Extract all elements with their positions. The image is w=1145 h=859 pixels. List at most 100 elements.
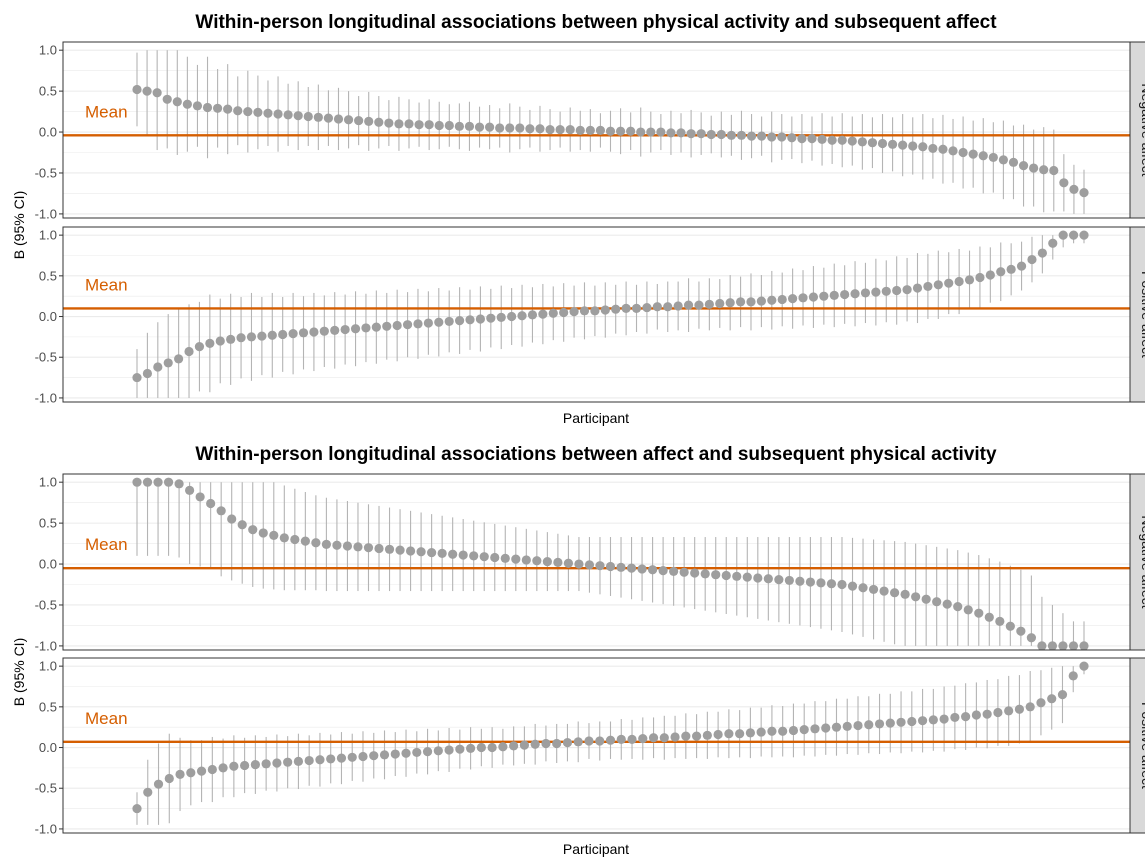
c1-negative-strip-label: Negative affect [1139, 83, 1145, 176]
estimate-point [777, 132, 787, 142]
estimate-point [912, 283, 923, 293]
estimate-point [527, 310, 538, 320]
estimate-point [658, 565, 668, 576]
estimate-point [736, 130, 747, 140]
estimate-point [511, 554, 521, 564]
chart1-title: Within-person longitudinal associations … [195, 12, 997, 33]
estimate-point [330, 325, 340, 335]
estimate-point [898, 140, 908, 150]
estimate-point [361, 323, 371, 333]
estimate-point [248, 525, 258, 535]
estimate-point [1037, 641, 1047, 651]
estimate-point [1048, 238, 1058, 248]
estimate-point [817, 134, 827, 145]
estimate-point [569, 307, 579, 317]
estimate-point [974, 608, 984, 618]
estimate-point [808, 292, 819, 302]
c1-negative-strip [1129, 41, 1145, 219]
estimate-point [354, 115, 364, 126]
estimate-point [1057, 690, 1068, 700]
estimate-point [288, 329, 298, 339]
estimate-point [721, 570, 731, 581]
estimate-point [326, 754, 336, 764]
estimate-point [246, 332, 257, 342]
estimate-point [237, 520, 247, 530]
estimate-point [233, 106, 243, 116]
estimate-point [423, 318, 433, 328]
estimate-point [666, 128, 676, 138]
estimate-point [486, 313, 496, 323]
estimate-point [184, 346, 194, 357]
estimate-point [479, 552, 489, 562]
estimate-point [437, 548, 447, 559]
estimate-point [258, 528, 268, 538]
estimate-point [996, 267, 1006, 277]
estimate-point [290, 534, 300, 545]
estimate-point [774, 575, 784, 585]
estimate-point [702, 730, 712, 740]
estimate-point [272, 758, 282, 768]
estimate-point [303, 111, 313, 122]
estimate-point [647, 565, 658, 575]
estimate-point [434, 120, 444, 131]
estimate-point [263, 108, 273, 118]
estimate-point [584, 560, 595, 570]
estimate-point [885, 718, 895, 728]
estimate-point [691, 731, 702, 741]
estimate-point [575, 125, 585, 136]
estimate-point [735, 297, 746, 307]
estimate-point [907, 716, 917, 727]
estimate-point [394, 119, 404, 129]
estimate-point [530, 739, 540, 749]
estimate-point [757, 131, 767, 141]
estimate-point [683, 300, 694, 310]
estimate-point [1068, 230, 1079, 240]
estimate-point [961, 712, 971, 722]
estimate-point [745, 728, 755, 738]
estimate-point [746, 131, 757, 141]
estimate-point [616, 562, 626, 572]
estimate-point [944, 278, 954, 288]
estimate-point [321, 539, 331, 550]
y-tick-label: 0.0 [39, 557, 57, 572]
estimate-point [868, 584, 879, 595]
estimate-point [405, 546, 416, 556]
estimate-point [696, 129, 706, 139]
estimate-point [605, 735, 616, 745]
estimate-point [726, 130, 736, 140]
estimate-point [182, 99, 192, 109]
estimate-point [474, 122, 485, 132]
estimate-point [896, 717, 906, 727]
estimate-point [982, 709, 992, 719]
estimate-point [218, 763, 228, 773]
estimate-point [917, 716, 928, 726]
y-tick-label: -1.0 [35, 821, 57, 836]
estimate-point [332, 540, 342, 550]
c2-negative-strip-label: Negative affect [1139, 515, 1145, 608]
y-tick-label: -0.5 [35, 597, 57, 612]
estimate-point [371, 322, 381, 332]
y-tick-label: 0.0 [39, 125, 57, 140]
estimate-point [278, 329, 288, 340]
estimate-point [350, 324, 361, 334]
c1-positive-estimates [132, 230, 1089, 383]
estimate-point [700, 569, 710, 579]
estimate-point [853, 720, 863, 731]
estimate-point [174, 479, 184, 489]
y-tick-label: 0.5 [39, 268, 57, 283]
estimate-point [226, 334, 236, 344]
estimate-point [358, 751, 368, 762]
estimate-point [163, 477, 174, 487]
estimate-point [369, 751, 379, 761]
estimate-point [857, 137, 867, 147]
estimate-point [746, 297, 756, 307]
estimate-point [1037, 248, 1047, 258]
estimate-point [212, 103, 223, 113]
estimate-point [753, 573, 763, 583]
estimate-point [756, 296, 766, 306]
estimate-point [798, 293, 808, 303]
estimate-point [185, 485, 195, 495]
estimate-point [495, 123, 505, 133]
estimate-point [837, 579, 847, 590]
estimate-point [584, 736, 594, 746]
